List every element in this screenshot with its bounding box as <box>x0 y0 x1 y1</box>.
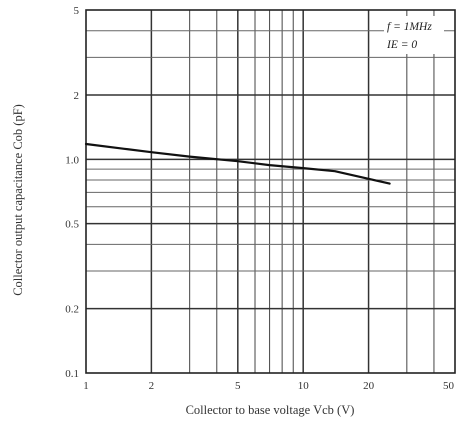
x-axis-label: Collector to base voltage Vcb (V) <box>186 403 355 417</box>
series-layer <box>84 142 391 185</box>
annotation-block: f = 1MHz IE = 0 <box>384 16 444 54</box>
y-tick-label: 0.1 <box>65 368 79 380</box>
y-tick-label: 0.2 <box>65 304 79 316</box>
x-tick-label: 10 <box>298 380 310 392</box>
annotation-emitter-current: IE = 0 <box>386 39 417 51</box>
x-tick-label: 50 <box>443 380 455 392</box>
x-tick-label: 5 <box>235 380 241 392</box>
y-axis-label: Collector output capacitance Cob (pF) <box>11 104 25 296</box>
y-tick-label: 1.0 <box>65 154 79 166</box>
annotation-frequency: f = 1MHz <box>387 21 432 33</box>
y-tick-label: 2 <box>74 90 80 102</box>
x-tick-label: 2 <box>149 380 155 392</box>
y-tick-label: 5 <box>74 5 80 17</box>
grid <box>86 10 455 373</box>
x-tick-labels: 1 2 5 10 20 50 <box>83 380 454 392</box>
series-line <box>84 142 391 185</box>
x-tick-label: 20 <box>363 380 375 392</box>
x-tick-label: 1 <box>83 380 89 392</box>
plot-frame <box>85 9 456 374</box>
y-tick-label: 0.5 <box>65 219 79 231</box>
y-tick-labels: 0.1 0.2 0.5 1.0 2 5 <box>65 5 79 380</box>
